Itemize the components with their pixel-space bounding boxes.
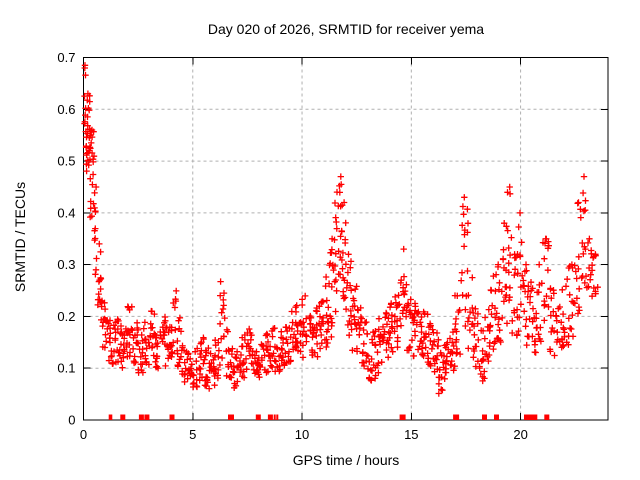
y-tick-label: 0.3 xyxy=(57,257,75,272)
x-tick-label: 15 xyxy=(404,427,418,442)
zero-marker xyxy=(524,414,526,420)
x-tick-label: 0 xyxy=(80,427,87,442)
zero-marker xyxy=(453,414,460,420)
zero-marker xyxy=(276,414,279,420)
y-tick-label: 0.1 xyxy=(57,361,75,376)
zero-marker xyxy=(169,414,175,420)
y-tick-label: 0.6 xyxy=(57,102,75,117)
y-axis-label: SRMTID / TECUs xyxy=(12,181,28,293)
zero-marker xyxy=(144,414,150,420)
plot-border xyxy=(83,57,609,421)
zero-marker xyxy=(482,414,487,420)
y-tick-label: 0.2 xyxy=(57,309,75,324)
x-tick-label: 5 xyxy=(189,427,196,442)
zero-marker xyxy=(529,414,535,420)
x-axis-label: GPS time / hours xyxy=(292,452,400,468)
zero-marker xyxy=(120,414,126,420)
data-points xyxy=(81,62,601,397)
chart-title: Day 020 of 2026, SRMTID for receiver yem… xyxy=(207,21,485,37)
zero-marker xyxy=(494,414,499,420)
zero-marker xyxy=(544,414,550,420)
y-tick-label: 0.5 xyxy=(57,154,75,169)
zero-marker xyxy=(110,414,113,420)
zero-marker xyxy=(273,414,276,420)
zero-marker xyxy=(532,414,538,420)
y-tick-label: 0 xyxy=(68,413,75,428)
zero-markers xyxy=(108,414,550,420)
zero-marker xyxy=(255,414,261,420)
y-tick-label: 0.4 xyxy=(57,205,75,220)
zero-marker xyxy=(228,414,234,420)
x-tick-label: 20 xyxy=(513,427,527,442)
x-tick-label: 10 xyxy=(295,427,309,442)
y-tick-label: 0.7 xyxy=(57,50,75,65)
zero-marker xyxy=(138,414,144,420)
zero-marker xyxy=(108,414,111,420)
zero-marker xyxy=(267,414,273,420)
zero-marker xyxy=(399,414,406,420)
